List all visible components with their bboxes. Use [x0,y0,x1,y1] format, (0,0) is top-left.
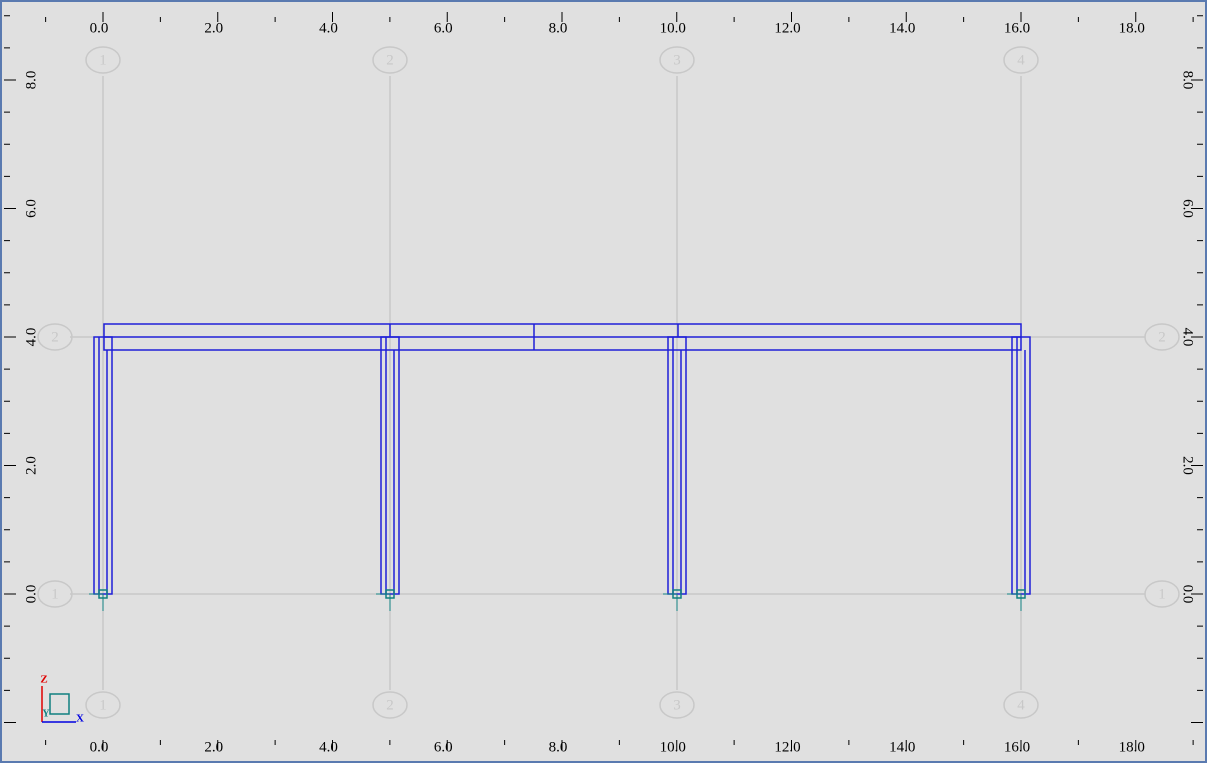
axis-z-label: Z [40,674,47,686]
grid-bubble-label: 2 [51,329,59,345]
grid-bubble-label: 4 [1017,52,1025,68]
grid-bubble [37,323,73,351]
grid-bubble [1003,691,1039,719]
grid-bubble [372,46,408,74]
grid-bubble [1144,580,1180,608]
grid-bubble [85,691,121,719]
grid-bubble [85,46,121,74]
ruler-label: 0.0 [90,739,109,755]
ruler-label: 8.0 [549,739,568,755]
ruler-label: 12.0 [774,739,800,755]
ruler-label: 6.0 [434,739,453,755]
axis-x-label: X [76,713,84,725]
ruler-label: 0.0 [1180,585,1196,604]
ruler-label: 2.0 [23,456,39,475]
grid-bubble-label: 1 [99,697,107,713]
ruler-label: 8.0 [23,71,39,90]
grid-bubble [659,46,695,74]
grid-bubble [659,691,695,719]
ruler-label: 0.0 [23,585,39,604]
grid-bubble-label: 3 [673,697,681,713]
ruler-label: 4.0 [23,328,39,347]
ruler-label: 0.0 [90,20,109,36]
grid-bubble-label: 1 [99,52,107,68]
frame-model [93,323,1031,595]
ruler-label: 14.0 [889,20,915,36]
ruler-label: 6.0 [1180,199,1196,218]
grid-bubble-label: 3 [673,52,681,68]
grid-bubble [1003,46,1039,74]
ruler-label: 10.0 [660,20,686,36]
axis-triad: Z X Y [40,674,84,725]
grid-bubble-label: 4 [1017,697,1025,713]
grid-bubble-label: 2 [386,52,394,68]
ruler-label: 14.0 [889,739,915,755]
ruler-label: 6.0 [23,199,39,218]
grid-bubble-label: 2 [1158,329,1166,345]
ruler-label: 2.0 [204,739,223,755]
ruler-label: 4.0 [319,20,338,36]
grid-bubble-label: 2 [386,697,394,713]
ruler-label: 16.0 [1004,739,1030,755]
ruler-label: 2.0 [1180,456,1196,475]
grid-bubble [372,691,408,719]
grid-bubble [1144,323,1180,351]
ruler-label: 18.0 [1119,20,1145,36]
ruler-label: 2.0 [204,20,223,36]
grid-bubble-label: 1 [51,586,59,602]
grid-bubble [37,580,73,608]
ruler-label: 8.0 [549,20,568,36]
ruler-label: 6.0 [434,20,453,36]
ruler-label: 16.0 [1004,20,1030,36]
ruler-label: 18.0 [1119,739,1145,755]
ruler-label: 4.0 [1180,328,1196,347]
axis-y-label: Y [42,708,50,719]
ruler-label: 12.0 [774,20,800,36]
ruler-label: 10.0 [660,739,686,755]
ruler-label: 4.0 [319,739,338,755]
grid-bubble-label: 1 [1158,586,1166,602]
ruler-label: 8.0 [1180,71,1196,90]
